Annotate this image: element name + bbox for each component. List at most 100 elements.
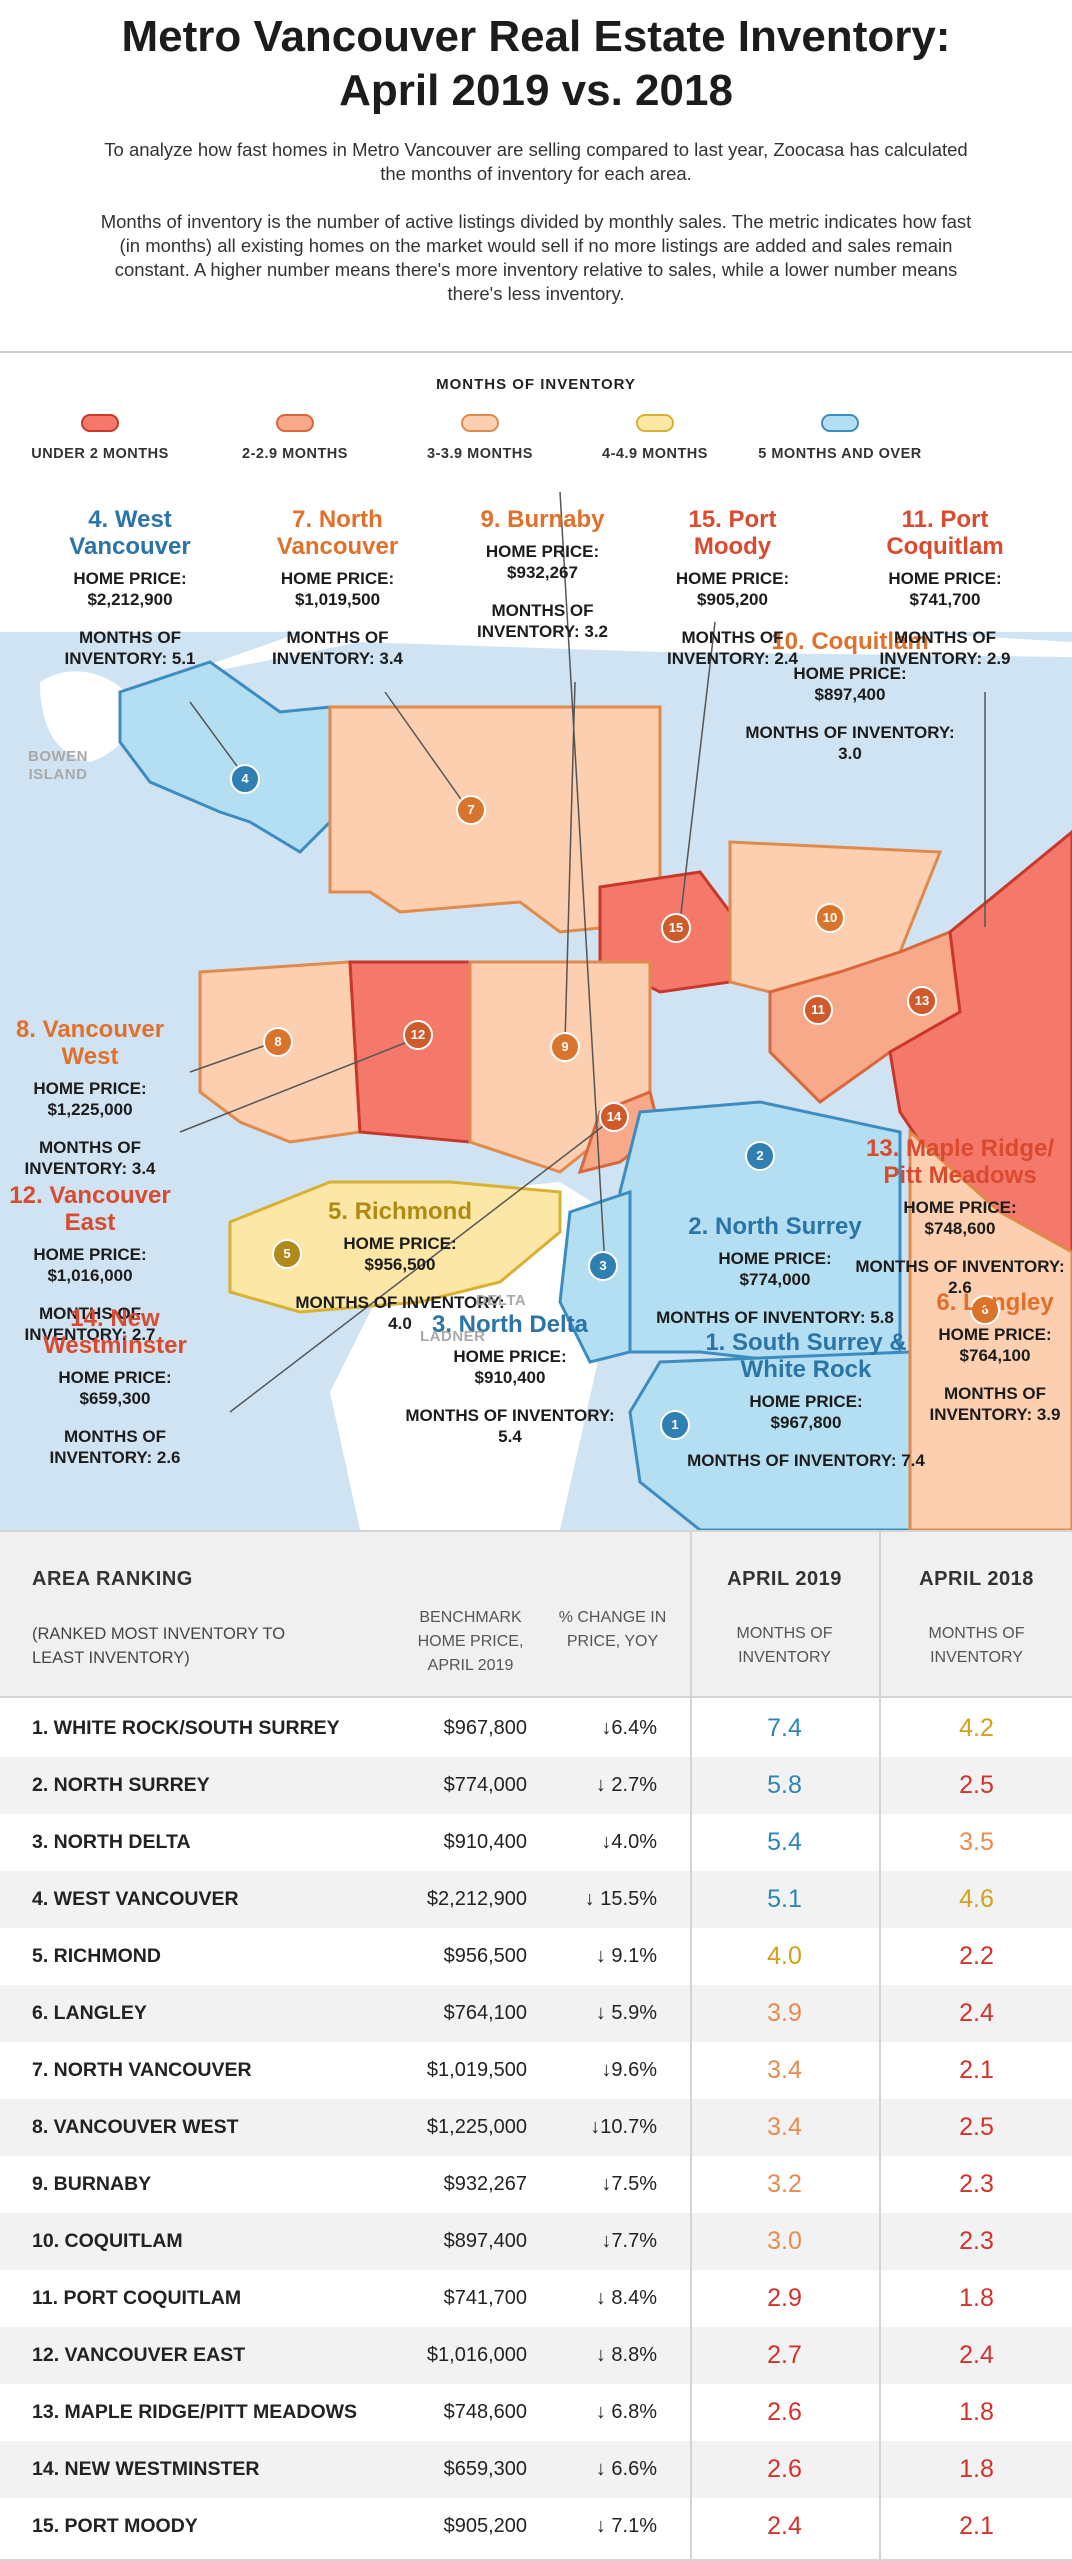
- column-separator: [879, 1530, 881, 2561]
- row-price: $910,400: [443, 1831, 527, 1853]
- area-marker: 10: [815, 903, 845, 933]
- home-price-key: HOME PRICE:: [903, 1198, 1017, 1217]
- row-area: 13. MAPLE RIDGE/PITT MEADOWS: [32, 2401, 358, 2423]
- legend-swatch: [276, 414, 314, 432]
- row-moi-2019: 2.6: [767, 2455, 802, 2483]
- area-label-name: 1. South Surrey & White Rock: [705, 1329, 907, 1383]
- region-richmond: [228, 1180, 562, 1314]
- ranking-table: AREA RANKING (RANKED MOST INVENTORY TO L…: [0, 1530, 1072, 2561]
- moi-key: MONTHS OF INVENTORY:: [24, 1138, 141, 1178]
- home-price-value: $910,400: [474, 1368, 546, 1387]
- moi-value: 5.4: [498, 1427, 522, 1446]
- home-price-value: $659,300: [79, 1389, 151, 1408]
- area-label-name: 11. Port Coquitlam: [886, 506, 1004, 560]
- intro-paragraph-2: Months of inventory is the number of act…: [100, 211, 972, 304]
- row-moi-2019: 3.9: [767, 1999, 802, 2027]
- row-change: ↓ 9.1%: [595, 1945, 657, 1967]
- area-label-info: HOME PRICE: $956,500 MONTHS OF INVENTORY: …: [290, 1233, 510, 1334]
- spacer: [400, 1388, 620, 1405]
- legend-swatch: [81, 414, 119, 432]
- spacer: [290, 1275, 510, 1292]
- home-price-key: HOME PRICE:: [280, 569, 395, 588]
- row-moi-2018: 4.2: [959, 1714, 994, 1742]
- home-price-key: HOME PRICE:: [73, 569, 187, 588]
- intro-paragraph-1: To analyze how fast homes in Metro Vanco…: [104, 139, 968, 184]
- area-label-info: HOME PRICE: $967,800 MONTHS OF INVENTORY: …: [676, 1391, 936, 1471]
- area-label-name: 15. Port Moody: [688, 506, 777, 560]
- row-moi-2019: 3.0: [767, 2227, 802, 2255]
- row-change: ↓ 7.1%: [595, 2515, 657, 2537]
- row-change: ↓ 6.6%: [595, 2458, 657, 2480]
- row-moi-2018: 2.5: [959, 2113, 994, 2141]
- row-change: ↓ 15.5%: [584, 1888, 657, 1910]
- moi-value: 3.4: [379, 649, 403, 668]
- spacer: [455, 583, 630, 600]
- spacer: [850, 1239, 1070, 1256]
- home-price-value: $967,800: [770, 1413, 842, 1432]
- region-langley: [908, 1128, 1072, 1530]
- moi-key: MONTHS OF INVENTORY:: [405, 1406, 615, 1425]
- area-marker: 7: [456, 795, 486, 825]
- home-price-value: $897,400: [814, 685, 886, 704]
- moi-key: MONTHS OF INVENTORY:: [687, 1451, 897, 1470]
- area-label: 3. North Delta HOME PRICE: $910,400 MONTHS …: [400, 1311, 620, 1447]
- header-divider: [0, 351, 1072, 353]
- row-moi-2018: 2.3: [959, 2170, 994, 2198]
- area-label-name: 9. Burnaby: [480, 506, 605, 533]
- area-label-info: HOME PRICE: $905,200 MONTHS OF INVENTORY: …: [650, 568, 815, 669]
- row-change: ↓10.7%: [590, 2116, 657, 2138]
- map-svg: [0, 492, 1072, 1530]
- home-price-key: HOME PRICE:: [888, 569, 1002, 588]
- moi-key: MONTHS OF INVENTORY:: [271, 628, 389, 668]
- home-price-key: HOME PRICE:: [718, 1249, 832, 1268]
- moi-key: MONTHS OF INVENTORY:: [745, 723, 955, 742]
- table-row: 9. BURNABY $932,267 ↓7.5% 3.2 2.3: [0, 2156, 1072, 2213]
- legend-item: UNDER 2 MONTHS: [0, 414, 205, 462]
- row-area: 5. RICHMOND: [32, 1945, 161, 1967]
- moi-key: MONTHS OF INVENTORY:: [476, 601, 594, 641]
- area-label-info: HOME PRICE: $932,267 MONTHS OF INVENTORY: …: [455, 541, 630, 642]
- row-moi-2018: 2.5: [959, 1771, 994, 1799]
- legend-swatch: [636, 414, 674, 432]
- home-price-value: $774,000: [739, 1270, 811, 1289]
- area-label-info: HOME PRICE: $748,600 MONTHS OF INVENTORY: …: [850, 1197, 1070, 1298]
- table-row: 11. PORT COQUITLAM $741,700 ↓ 8.4% 2.9 1.8: [0, 2270, 1072, 2327]
- spacer: [5, 1286, 175, 1303]
- table-row: 13. MAPLE RIDGE/PITT MEADOWS $748,600 ↓ 6.…: [0, 2384, 1072, 2441]
- moi-key: MONTHS OF INVENTORY:: [855, 1257, 1065, 1276]
- row-price: $774,000: [443, 1774, 527, 1796]
- row-moi-2019: 5.1: [767, 1885, 802, 1913]
- moi-key: MONTHS OF INVENTORY:: [49, 1427, 166, 1467]
- home-price-key: HOME PRICE:: [485, 542, 600, 561]
- home-price-key: HOME PRICE:: [749, 1392, 863, 1411]
- row-moi-2019: 7.4: [767, 1714, 802, 1742]
- area-label: 8. Vancouver West HOME PRICE: $1,225,000 MO…: [10, 1016, 170, 1179]
- table-row: 12. VANCOUVER EAST $1,016,000 ↓ 8.8% 2.7 2.4: [0, 2327, 1072, 2384]
- home-price-value: $1,019,500: [294, 590, 381, 609]
- row-moi-2019: 3.4: [767, 2056, 802, 2084]
- area-marker: 9: [550, 1032, 580, 1062]
- moi-value: 7.4: [901, 1451, 925, 1470]
- home-price-key: HOME PRICE:: [58, 1368, 172, 1387]
- header-benchmark-price: BENCHMARK HOME PRICE, APRIL 2019: [417, 1609, 524, 1674]
- row-price: $956,500: [443, 1945, 527, 1967]
- moi-key: MONTHS OF INVENTORY:: [656, 1308, 866, 1327]
- area-label-info: HOME PRICE: $659,300 MONTHS OF INVENTORY: …: [30, 1367, 200, 1468]
- moi-value: 3.4: [131, 1159, 156, 1178]
- table-row: 2. NORTH SURREY $774,000 ↓ 2.7% 5.8 2.5: [0, 1757, 1072, 1814]
- home-price-key: HOME PRICE:: [938, 1325, 1052, 1344]
- home-price-value: $741,700: [909, 590, 981, 609]
- area-label-info: HOME PRICE: $774,000 MONTHS OF INVENTORY: …: [645, 1248, 905, 1328]
- legend-label: 5 MONTHS AND OVER: [758, 446, 922, 462]
- row-moi-2018: 4.6: [959, 1885, 994, 1913]
- row-moi-2018: 2.3: [959, 2227, 994, 2255]
- area-label-info: HOME PRICE: $2,212,900 MONTHS OF INVENTORY…: [45, 568, 215, 669]
- row-price: $1,019,500: [426, 2059, 527, 2081]
- table-row: 10. COQUITLAM $897,400 ↓7.7% 3.0 2.3: [0, 2213, 1072, 2270]
- home-price-value: $1,016,000: [47, 1266, 133, 1285]
- header-moi-2018: MONTHS OF INVENTORY: [928, 1625, 1025, 1666]
- area-label: 9. Burnaby HOME PRICE: $932,267 MONTHS OF I…: [455, 506, 630, 642]
- row-area: 1. WHITE ROCK/SOUTH SURREY: [32, 1717, 340, 1739]
- row-change: ↓ 6.8%: [595, 2401, 657, 2423]
- area-marker: 8: [263, 1027, 293, 1057]
